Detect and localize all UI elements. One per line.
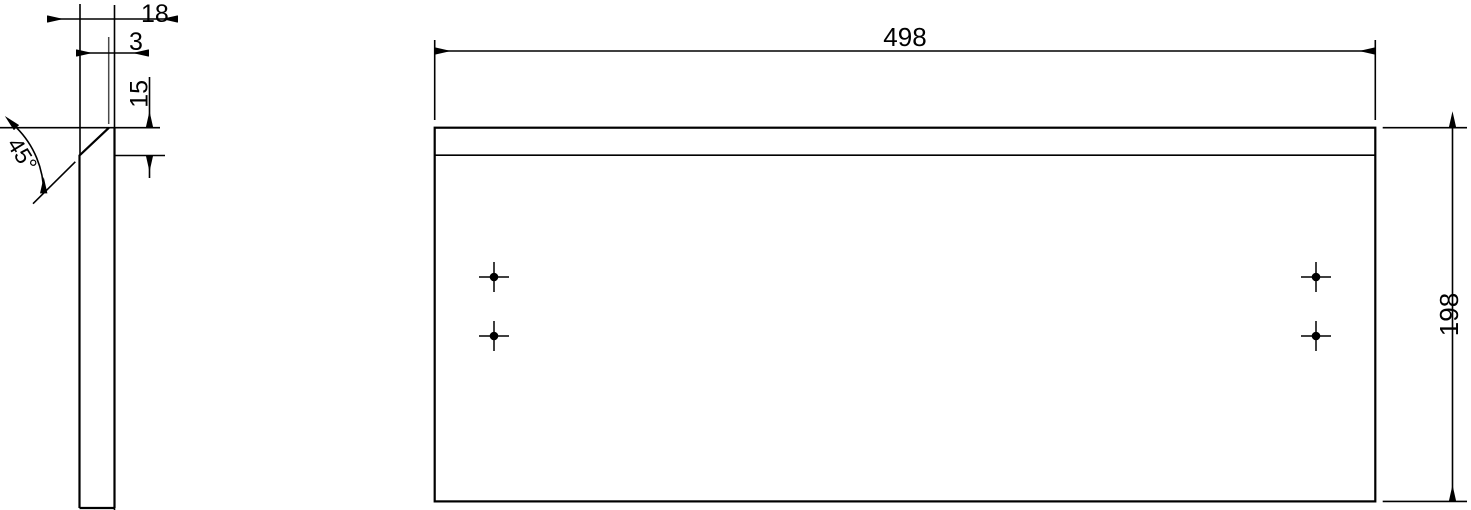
svg-text:498: 498 — [883, 22, 926, 52]
svg-text:198: 198 — [1434, 293, 1464, 336]
svg-text:18: 18 — [141, 0, 169, 28]
svg-text:45°: 45° — [2, 133, 42, 176]
svg-text:3: 3 — [129, 28, 143, 56]
svg-text:15: 15 — [126, 80, 154, 108]
